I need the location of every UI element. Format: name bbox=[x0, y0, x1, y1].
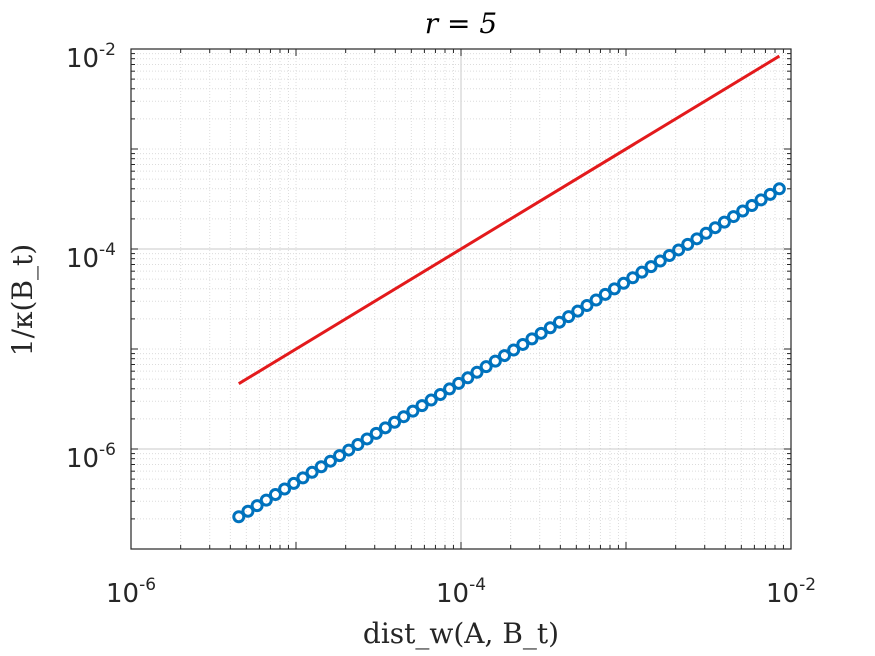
data-point-marker bbox=[672, 243, 686, 257]
reference-line bbox=[238, 54, 781, 385]
data-point-marker bbox=[644, 260, 658, 274]
x-tick-label: 10-2 bbox=[766, 575, 816, 609]
data-point-marker bbox=[745, 198, 759, 212]
data-point-marker bbox=[314, 460, 328, 474]
data-point-marker bbox=[617, 276, 631, 290]
data-point-marker bbox=[415, 399, 429, 413]
data-point-marker bbox=[727, 210, 741, 224]
data-point-marker bbox=[259, 493, 273, 507]
data-point-marker bbox=[681, 237, 695, 251]
data-point-marker bbox=[516, 337, 530, 351]
y-tick-label: 10-4 bbox=[66, 240, 116, 274]
data-point-marker bbox=[479, 360, 493, 374]
data-point-marker bbox=[552, 315, 566, 329]
data-point-marker bbox=[690, 232, 704, 246]
data-point-marker bbox=[534, 326, 548, 340]
data-point-marker bbox=[378, 421, 392, 435]
chart-title: r = 5 bbox=[425, 7, 497, 40]
x-tick-label: 10-6 bbox=[106, 575, 156, 609]
data-point-marker bbox=[635, 265, 649, 279]
y-axis-label: 1/κ(B_t) bbox=[6, 244, 39, 356]
data-point-marker bbox=[397, 410, 411, 424]
data-point-marker bbox=[351, 438, 365, 452]
data-point-marker bbox=[717, 215, 731, 229]
data-point-marker bbox=[653, 254, 667, 268]
data-point-marker bbox=[488, 354, 502, 368]
data-point-marker bbox=[598, 287, 612, 301]
data-point-marker bbox=[406, 404, 420, 418]
data-point-marker bbox=[470, 365, 484, 379]
tick-labels: 10-6 10-4 10-2 10-6 10-4 10-2 bbox=[66, 40, 816, 609]
data-point-marker bbox=[388, 415, 402, 429]
data-point-marker bbox=[607, 282, 621, 296]
y-tick-label: 10-2 bbox=[66, 40, 116, 74]
axes bbox=[130, 48, 792, 550]
data-point-marker bbox=[497, 349, 511, 363]
data-point-marker bbox=[369, 426, 383, 440]
data-point-marker bbox=[699, 226, 713, 240]
data-point-marker bbox=[525, 332, 539, 346]
data-point-marker bbox=[571, 304, 585, 318]
x-axis-label: dist_w(A, B_t) bbox=[363, 617, 559, 650]
data-point-marker bbox=[268, 488, 282, 502]
data-point-marker bbox=[360, 432, 374, 446]
data-point-marker bbox=[323, 454, 337, 468]
data-point-marker bbox=[424, 393, 438, 407]
data-point-marker bbox=[452, 376, 466, 390]
data-point-marker bbox=[580, 299, 594, 313]
data-point-marker bbox=[754, 193, 768, 207]
data-point-marker bbox=[305, 465, 319, 479]
data-point-marker bbox=[772, 182, 786, 196]
data-point-marker bbox=[708, 221, 722, 235]
data-point-marker bbox=[433, 387, 447, 401]
data-point-marker bbox=[287, 476, 301, 490]
data-point-marker bbox=[562, 310, 576, 324]
data-point-marker bbox=[342, 443, 356, 457]
data-point-marker bbox=[763, 187, 777, 201]
data-point-marker bbox=[241, 504, 255, 518]
data-point-marker bbox=[507, 343, 521, 357]
data-point-marker bbox=[333, 449, 347, 463]
data-point-marker bbox=[626, 271, 640, 285]
data-point-marker bbox=[250, 499, 264, 513]
data-point-marker bbox=[736, 204, 750, 218]
data-point-marker bbox=[543, 321, 557, 335]
data-point-marker bbox=[296, 471, 310, 485]
data-point-marker bbox=[443, 382, 457, 396]
data-point-marker bbox=[232, 510, 246, 524]
data-series bbox=[232, 54, 786, 524]
x-tick-label: 10-4 bbox=[436, 575, 486, 609]
data-point-marker bbox=[461, 371, 475, 385]
data-point-marker bbox=[278, 482, 292, 496]
y-tick-label: 10-6 bbox=[66, 440, 116, 474]
data-point-marker bbox=[589, 293, 603, 307]
data-point-marker bbox=[662, 249, 676, 263]
